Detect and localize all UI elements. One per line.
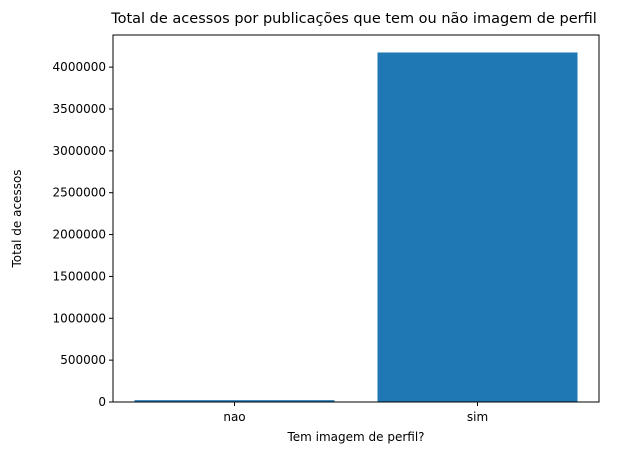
x-axis-ticks: nao sim — [223, 402, 488, 424]
y-tick-label: 2000000 — [53, 228, 106, 242]
y-tick-label: 1000000 — [53, 311, 106, 325]
y-tick-label: 3000000 — [53, 144, 106, 158]
x-axis-label: Tem imagem de perfil? — [286, 430, 424, 444]
bars-group — [134, 52, 578, 402]
chart-title: Total de acessos por publicações que tem… — [110, 11, 597, 27]
y-tick-label: 500000 — [60, 353, 106, 367]
x-tick-label: nao — [223, 410, 245, 424]
y-axis-label: Total de acessos — [10, 169, 24, 268]
y-tick-label: 1500000 — [53, 269, 106, 283]
y-axis-ticks: 0 500000 1000000 1500000 2000000 2500000 30000… — [53, 60, 113, 409]
plot-frame — [112, 34, 600, 403]
bar-sim — [377, 52, 578, 402]
y-tick-label: 0 — [98, 395, 106, 409]
bar-nao — [134, 400, 335, 402]
x-tick-label: sim — [467, 410, 488, 424]
y-tick-label: 3500000 — [53, 102, 106, 116]
y-tick-label: 2500000 — [53, 186, 106, 200]
y-tick-label: 4000000 — [53, 60, 106, 74]
